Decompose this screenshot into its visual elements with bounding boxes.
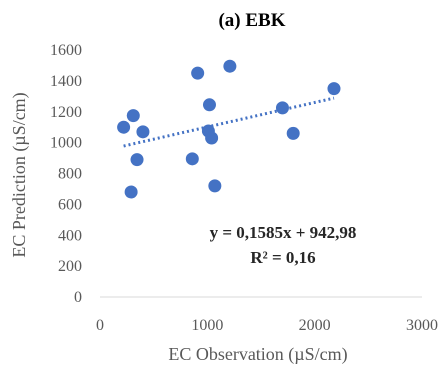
data-points bbox=[117, 59, 341, 199]
y-tick-label: 400 bbox=[58, 227, 82, 244]
trendline-equation: y = 0,1585x + 942,98 bbox=[210, 223, 357, 242]
data-point bbox=[275, 101, 289, 115]
x-tick-label: 1000 bbox=[191, 317, 223, 334]
y-tick-label: 0 bbox=[74, 289, 82, 306]
data-point bbox=[136, 125, 150, 139]
chart-title: (a) EBK bbox=[218, 10, 285, 31]
data-point bbox=[124, 185, 138, 199]
data-point bbox=[185, 152, 199, 166]
y-axis-tick-labels: 0 200 400 600 800 1000 1200 1400 1600 bbox=[50, 42, 82, 306]
x-axis-tick-labels: 0 1000 2000 3000 bbox=[96, 317, 438, 334]
x-axis-title: EC Observation (µS/cm) bbox=[168, 344, 347, 365]
y-tick-label: 200 bbox=[58, 258, 82, 275]
x-tick-label: 2000 bbox=[299, 317, 331, 334]
trendline bbox=[123, 96, 335, 148]
y-tick-label: 800 bbox=[58, 166, 82, 183]
data-point bbox=[327, 82, 341, 96]
y-tick-label: 1000 bbox=[50, 135, 82, 152]
trendline-group bbox=[123, 96, 335, 148]
data-point bbox=[130, 153, 144, 167]
r-squared-label: R² = 0,16 bbox=[250, 248, 315, 267]
y-tick-label: 1400 bbox=[50, 73, 82, 90]
data-point bbox=[208, 179, 222, 193]
y-axis-title: EC Prediction (µS/cm) bbox=[9, 92, 30, 257]
x-tick-label: 3000 bbox=[406, 317, 438, 334]
data-point bbox=[126, 109, 140, 123]
x-tick-label: 0 bbox=[96, 317, 104, 334]
y-tick-label: 1600 bbox=[50, 42, 82, 59]
data-point bbox=[117, 120, 131, 134]
data-point bbox=[205, 131, 219, 145]
data-point bbox=[286, 126, 300, 140]
y-tick-label: 1200 bbox=[50, 104, 82, 121]
y-tick-label: 600 bbox=[58, 196, 82, 213]
data-point bbox=[191, 66, 205, 80]
data-point bbox=[202, 98, 216, 112]
data-point bbox=[223, 59, 237, 73]
